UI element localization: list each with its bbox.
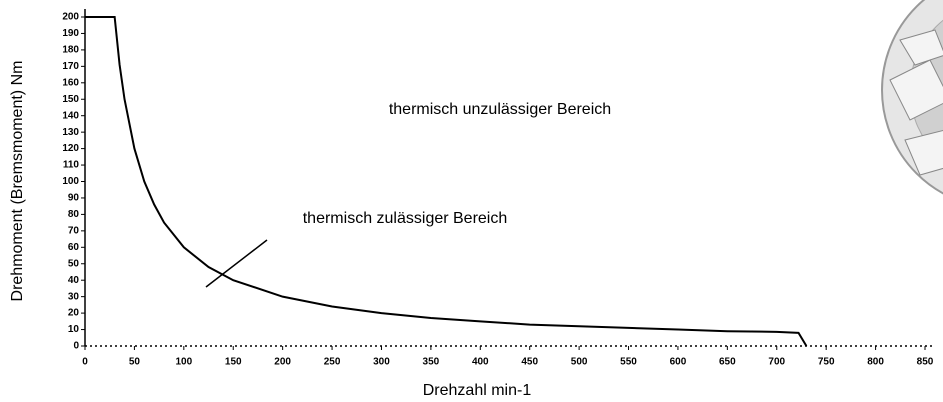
y-tick-label: 100 <box>62 176 79 187</box>
y-tick-label: 90 <box>68 193 80 204</box>
x-tick-label: 50 <box>129 357 141 368</box>
annotation: thermisch zulässiger Bereich <box>303 210 508 227</box>
y-axis-label: Drehmoment (Bremsmoment) Nm <box>9 61 26 302</box>
y-tick-label: 0 <box>73 341 79 352</box>
y-tick-label: 40 <box>68 275 80 286</box>
y-tick-label: 60 <box>68 242 80 253</box>
y-tick-label: 50 <box>68 258 80 269</box>
y-tick-label: 130 <box>62 127 79 138</box>
x-tick-label: 400 <box>472 357 489 368</box>
chart: thermisch unzulässiger Bereich thermisch… <box>0 0 943 402</box>
x-tick-label: 850 <box>917 357 934 368</box>
y-tick-label: 20 <box>68 308 80 319</box>
y-tick-label: 200 <box>62 12 79 23</box>
x-tick-label: 100 <box>175 357 192 368</box>
y-tick-label: 140 <box>62 110 79 121</box>
line-series <box>85 17 806 346</box>
y-tick-label: 180 <box>62 45 79 56</box>
x-tick-label: 500 <box>571 357 588 368</box>
y-tick-label: 160 <box>62 77 79 88</box>
y-tick-label: 110 <box>63 160 80 171</box>
decorative-fan <box>882 0 943 208</box>
y-tick-label: 170 <box>62 61 79 72</box>
x-tick-label: 650 <box>719 357 736 368</box>
x-tick-label: 200 <box>274 357 291 368</box>
y-tick-label: 190 <box>62 28 79 39</box>
x-tick-label: 450 <box>521 357 538 368</box>
page: thermisch unzulässiger Bereich thermisch… <box>0 0 943 402</box>
y-tick-label: 30 <box>68 291 80 302</box>
x-tick-label: 750 <box>818 357 835 368</box>
x-tick-label: 600 <box>670 357 687 368</box>
x-tick-label: 150 <box>225 357 242 368</box>
annotation: thermisch unzulässiger Bereich <box>389 101 611 118</box>
x-tick-label: 0 <box>82 357 88 368</box>
x-tick-label: 550 <box>620 357 637 368</box>
x-tick-label: 700 <box>768 357 785 368</box>
annotation-pointer <box>206 240 267 287</box>
x-tick-label: 800 <box>867 357 884 368</box>
x-axis-label: Drehzahl min-1 <box>423 382 532 399</box>
y-tick-label: 120 <box>62 143 79 154</box>
y-tick-label: 10 <box>68 324 80 335</box>
x-tick-label: 300 <box>373 357 390 368</box>
x-tick-label: 250 <box>324 357 341 368</box>
y-tick-label: 150 <box>62 94 79 105</box>
y-tick-label: 80 <box>68 209 80 220</box>
y-tick-label: 70 <box>68 225 80 236</box>
x-tick-label: 350 <box>423 357 440 368</box>
